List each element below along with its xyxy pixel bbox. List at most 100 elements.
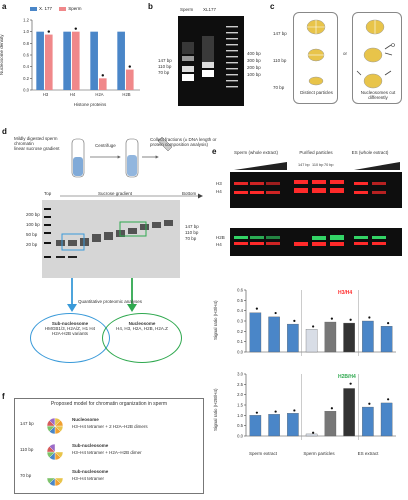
panel-label-b: b	[148, 2, 153, 11]
agarose-gel-b	[178, 16, 244, 106]
bar-a-H2A-1	[98, 78, 107, 90]
dot-a-H4	[74, 27, 77, 30]
y-tick-label-chartE1: 0.0	[237, 350, 243, 355]
chart-title-h3h4: H3/H4	[338, 290, 353, 296]
model-particle-icon-0	[46, 417, 64, 435]
y-tick-label-chartE2: 2.5	[237, 382, 243, 387]
blot-label-h2b: H2B	[216, 235, 225, 240]
y-tick-label-chartE1: 0.3	[237, 319, 243, 324]
right-markers-b: 400 bp 300 bp 200 bp 100 bp	[247, 50, 261, 78]
nucleosome-text: H4, H3, H2A, H2B, H2A.Z	[116, 325, 168, 331]
x-tick-label-a: H4	[70, 92, 76, 97]
y-tick-label-chartE1: 0.1	[237, 339, 243, 344]
y-tick-label-chartE2: 2.0	[237, 392, 243, 397]
model-particle-icon-2	[46, 477, 64, 487]
dot-chartE2-6	[368, 402, 371, 405]
group-label-particles: Purified particles	[299, 150, 333, 155]
dot-chartE1-2	[293, 319, 296, 322]
sub-nucleosome-title: Sub-nucleosome	[51, 321, 89, 326]
proteomics-caption: Quantitative proteomic analyses	[77, 299, 143, 304]
bp-50: 50 bp	[26, 232, 38, 237]
dot-chartE2-3	[312, 431, 315, 434]
legend-label-sperm: Sperm	[68, 6, 82, 11]
collect-text: Collect fractions (± DNA length or prote…	[150, 137, 217, 147]
dot-a-H3	[47, 30, 50, 33]
bar-chart-a: 0.0 0.2 0.4 0.6 0.8 1.0 1.2 H3 H4 H2A H2B	[23, 18, 140, 97]
y-tick-label-a: 1.0	[23, 29, 29, 34]
blot-labels-top: H3 H4	[216, 180, 222, 196]
y-tick-label-a: 0.0	[23, 88, 29, 93]
particle-lane-147: 147 bp	[298, 163, 310, 167]
group-label-sperm: Sperm (whole extract)	[233, 150, 278, 155]
gradient-bottom: Bottom	[182, 191, 197, 196]
nucleosome-ellipse: Nucleosome H4, H3, H2A, H2B, H2A.Z	[102, 313, 182, 363]
model-bp-2: 70 bp	[20, 473, 32, 478]
bar-a-H4-0	[63, 31, 71, 91]
distinct-caption: Distinct particles	[300, 90, 333, 95]
western-blot-h3h4	[230, 172, 402, 208]
bar-chartE1-1	[249, 312, 262, 353]
y-tick-label-chartE2: 0.5	[237, 423, 243, 428]
bar-chartE2-ES1	[362, 406, 374, 437]
gel-right-bp: 147 bp 110 bp 70 bp	[185, 224, 199, 242]
x-tick-label-a: H3	[43, 92, 49, 97]
dot-a-H2A	[101, 74, 104, 77]
dot-chartE1-3	[312, 325, 315, 328]
dot-chartE1-1	[274, 311, 277, 315]
bar-a-H3-0	[36, 31, 44, 91]
rows-c: 147 bp 110 bp 70 bp	[273, 20, 287, 101]
sub-nucleosome-ellipse: Sub-nucleosome HMGB1/3, H2A/Z, H1 H4 H2A…	[30, 313, 110, 363]
model-particle-icon-1	[46, 443, 64, 461]
protocol-gradient: linear sucrose gradient	[14, 145, 60, 151]
dot-chartE1-6	[368, 316, 371, 319]
model-bp-0: 147 bp	[20, 421, 34, 426]
model-title: Proposed model for chromatin organizatio…	[50, 401, 168, 407]
y-tick-label-chartE2: 1.0	[237, 413, 243, 418]
group-label-es: ES (whole extract)	[351, 150, 389, 155]
bottom-group-sperm-extract: Sperm extract	[248, 451, 277, 456]
bp-147: 147 bp	[185, 224, 199, 229]
bottom-group-es-extract: ES extract	[357, 451, 379, 456]
legend-swatch-xl177	[30, 6, 37, 11]
y-tick-label-a: 1.2	[23, 18, 29, 23]
row-label-70: 70 bp	[273, 85, 285, 90]
gradient-gel-d	[42, 200, 180, 278]
x-tick-label-a: H2A	[95, 92, 103, 97]
bp-100: 100 bp	[26, 222, 40, 227]
flow-arrows	[67, 278, 137, 312]
y-tick-label-chartE1: 0.4	[237, 308, 243, 313]
or-label: or	[343, 51, 348, 56]
bar-chart-h3h4: 0.0 0.1 0.2 0.3 0.4 0.5 0.6	[237, 288, 396, 356]
model-name-0: Nucleosome	[72, 417, 99, 422]
bar-chartE2-ES2	[380, 402, 393, 437]
bar-chartE1-70	[343, 322, 355, 353]
bar-chartE1-147	[305, 329, 318, 353]
marker-110: 110 bp	[158, 64, 172, 69]
axis-ylabel-a: Nucleosome density	[0, 34, 4, 76]
axis-xlabel-a: Histone proteins	[73, 102, 107, 107]
dot-chartE2-5	[349, 382, 352, 385]
gradient-top: Top	[44, 191, 52, 196]
lane-label-xl177: XL177	[203, 7, 217, 12]
y-tick-label-a: 0.6	[23, 53, 29, 58]
bar-a-H2A-0	[90, 31, 98, 91]
bar-chartE2-1	[249, 415, 262, 437]
dot-chartE1-4	[330, 317, 333, 320]
cut-nucleosomes-box: Nucleosomes cut differently	[352, 12, 402, 104]
row-label-147: 147 bp	[273, 31, 287, 36]
y-tick-label-chartE1: 0.6	[237, 288, 243, 293]
marker-200: 200 bp	[247, 65, 261, 70]
bottom-group-sperm-particles: Sperm particles	[303, 451, 335, 456]
panel-label-d: d	[2, 127, 7, 136]
dot-chartE1-0	[255, 307, 258, 310]
protocol-text: Mildly digested sperm chromatin linear s…	[14, 136, 66, 152]
particle-lane-70: 70 bp	[324, 163, 334, 167]
cut-caption: Nucleosomes cut differently	[360, 90, 396, 100]
bar-chartE2-3	[287, 413, 299, 437]
model-name-2: Sub-nucleosome	[72, 469, 109, 474]
marker-147: 147 bp	[158, 58, 172, 63]
y-tick-label-chartE1: 0.5	[237, 298, 243, 303]
x-tick-label-a: H2B	[122, 92, 130, 97]
left-markers-b: 147 bp 110 bp 70 bp	[158, 58, 172, 76]
y-tick-label-chartE2: 1.5	[237, 403, 243, 408]
